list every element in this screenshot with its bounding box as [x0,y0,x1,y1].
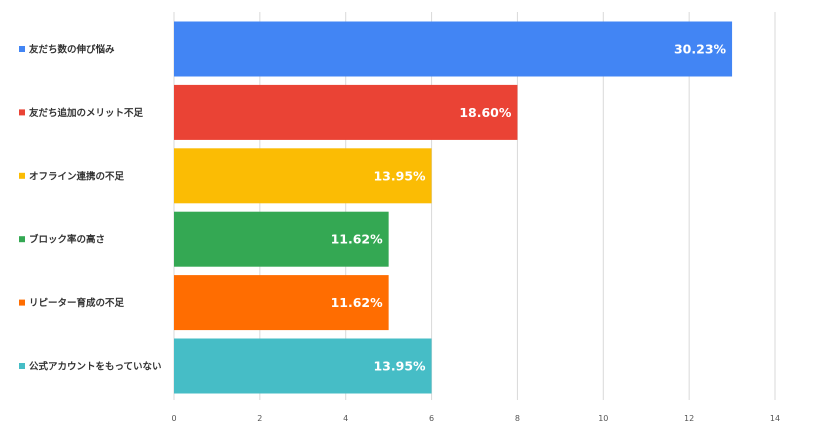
category-marker [19,46,25,52]
category-label: リピーター育成の不足 [29,297,125,309]
data-label: 30.23% [674,42,727,57]
category-label: 友だち追加のメリット不足 [28,107,144,119]
category-label: オフライン連携の不足 [29,170,125,182]
x-tick-label: 0 [171,414,176,423]
data-label: 13.95% [373,359,426,374]
x-tick-label: 14 [770,414,780,423]
data-labels: 30.23% 18.60% 13.95% 11.62% 11.62% 13.95% [331,42,727,374]
category-label: 公式アカウントをもっていない [29,361,162,373]
category-marker [19,172,25,179]
x-tick-label: 8 [515,414,520,423]
bar [174,21,733,77]
data-label: 13.95% [373,168,426,183]
x-tick-label: 12 [684,414,694,423]
x-tick-label: 10 [598,414,608,423]
data-label: 11.62% [331,232,384,247]
data-label: 18.60% [459,105,512,120]
x-tick-label: 6 [429,414,434,423]
bar [174,84,518,140]
bar [174,275,389,331]
bar [174,211,389,267]
category-labels: 友だち数の伸び悩み友だち追加のメリット不足オフライン連携の不足ブロック率の高さリ… [28,44,162,373]
category-marker [19,109,25,116]
x-tick-label: 4 [343,414,348,423]
gridlines [173,12,776,400]
data-label: 11.62% [331,295,384,310]
bar [174,338,432,394]
category-marker [19,236,25,243]
bars [174,21,733,394]
category-label: ブロック率の高さ [29,234,105,246]
category-marker [19,363,25,369]
x-axis-tick-labels: 0 2 4 6 8 10 12 14 [171,414,780,423]
x-tick-label: 2 [257,414,262,423]
category-label: 友だち数の伸び悩み [28,44,115,56]
category-markers [19,46,25,369]
category-marker [19,299,25,306]
bar [174,148,432,204]
